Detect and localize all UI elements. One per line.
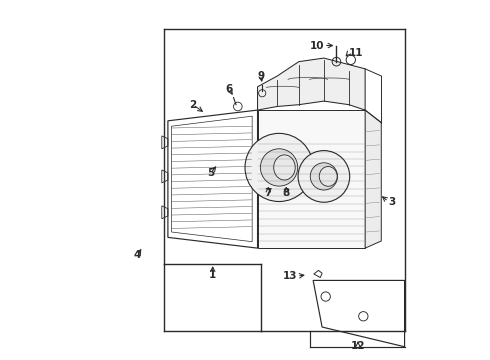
Text: 9: 9 xyxy=(258,71,265,81)
Text: 5: 5 xyxy=(207,168,215,178)
Text: 8: 8 xyxy=(283,188,290,198)
Text: 2: 2 xyxy=(189,100,196,110)
Text: 11: 11 xyxy=(349,48,364,58)
Circle shape xyxy=(245,134,313,202)
Text: 12: 12 xyxy=(351,341,365,351)
Text: 3: 3 xyxy=(389,197,396,207)
Text: 4: 4 xyxy=(134,250,141,260)
Circle shape xyxy=(310,163,338,190)
Text: 7: 7 xyxy=(265,188,272,198)
Polygon shape xyxy=(365,110,381,248)
Circle shape xyxy=(260,149,298,186)
Ellipse shape xyxy=(319,167,337,186)
Text: 10: 10 xyxy=(309,41,324,50)
Ellipse shape xyxy=(274,155,295,180)
Text: 6: 6 xyxy=(225,84,232,94)
Text: 1: 1 xyxy=(209,270,217,280)
Circle shape xyxy=(298,150,350,202)
Polygon shape xyxy=(258,58,365,110)
Polygon shape xyxy=(258,110,365,248)
Text: 13: 13 xyxy=(283,271,297,281)
